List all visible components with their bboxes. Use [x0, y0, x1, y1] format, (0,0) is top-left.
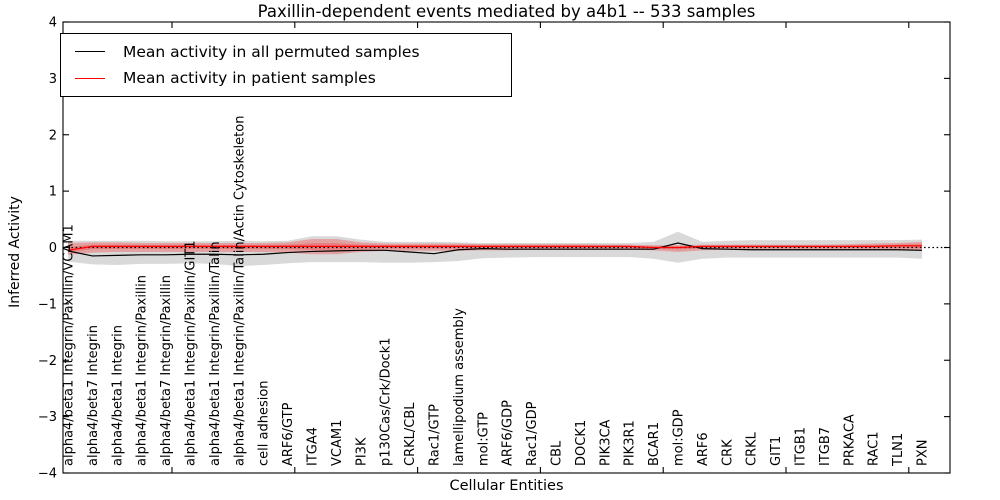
category-label: lamellipodium assembly: [452, 308, 467, 466]
category-label: alpha4/beta1 Integrin/Paxillin/Talin: [208, 241, 223, 466]
legend: Mean activity in all permuted samples Me…: [60, 33, 512, 97]
legend-item-patient: Mean activity in patient samples: [75, 69, 511, 87]
category-label: TLN1: [891, 433, 906, 467]
x-axis-label: Cellular Entities: [449, 478, 564, 494]
category-label: DOCK1: [574, 420, 589, 466]
category-label: PIK3R1: [623, 420, 638, 466]
category-label: mol:GDP: [672, 409, 687, 466]
category-label: CBL: [550, 440, 565, 466]
y-tick-label: −1: [38, 297, 57, 312]
y-axis-label: Inferred Activity: [7, 196, 23, 308]
y-tick-label: −3: [38, 410, 57, 425]
category-label: Rac1/GTP: [428, 404, 443, 466]
category-label: alpha4/beta1 Integrin/Paxillin: [135, 275, 150, 466]
category-label: alpha4/beta1 Integrin: [110, 325, 125, 466]
chart-title: Paxillin-dependent events mediated by a4…: [257, 2, 756, 21]
category-label: PIK3CA: [598, 419, 613, 466]
y-tick-label: 2: [49, 128, 57, 143]
category-label: CRKL: [745, 431, 760, 466]
category-label: CRKL/CBL: [403, 402, 418, 466]
permuted-mean-line: [67, 242, 923, 257]
legend-label-patient: Mean activity in patient samples: [123, 69, 376, 88]
category-label: alpha4/beta7 Integrin: [86, 325, 101, 466]
category-label: ITGB7: [818, 427, 833, 466]
category-label: ARF6: [696, 432, 711, 466]
y-tick-label: −2: [38, 354, 57, 369]
category-label: ITGA4: [306, 427, 321, 466]
legend-line-permuted-icon: [75, 51, 105, 53]
y-tick-labels: −4 −3 −2 −1 0 1 2 3 4: [38, 16, 57, 482]
category-label: RAC1: [867, 431, 882, 466]
category-label: CRK: [720, 439, 735, 466]
legend-label-permuted: Mean activity in all permuted samples: [123, 42, 420, 61]
category-label: PRKACA: [842, 414, 857, 466]
category-label: cell adhesion: [257, 380, 272, 466]
category-label: ITGB1: [794, 427, 809, 466]
category-label: alpha4/beta1 Integrin/Paxillin/Talin/Act…: [232, 116, 247, 466]
legend-item-permuted: Mean activity in all permuted samples: [75, 43, 511, 61]
series-lines: [67, 242, 923, 257]
category-label: PXN: [916, 440, 931, 466]
patient-band-inner: [68, 243, 922, 253]
y-tick-label: 1: [49, 185, 57, 200]
category-label: p130Cas/Crk/Dock1: [379, 337, 394, 466]
category-label: mol:GTP: [476, 412, 491, 466]
x-category-labels: alpha4/beta1 Integrin/Paxillin/VCAM1 alph…: [62, 116, 931, 467]
axis-ticks: [63, 21, 950, 474]
category-label: alpha4/beta1 Integrin/Paxillin/GIT1: [184, 240, 199, 466]
category-label: BCAR1: [647, 422, 662, 466]
category-label: alpha4/beta7 Integrin/Paxillin: [159, 275, 174, 466]
category-label: VCAM1: [330, 420, 345, 466]
category-label: PI3K: [354, 437, 369, 466]
category-label: ARF6/GDP: [501, 400, 516, 466]
category-label: ARF6/GTP: [281, 402, 296, 466]
legend-line-patient-icon: [75, 77, 105, 79]
y-tick-label: 4: [49, 16, 57, 31]
category-label: GIT1: [769, 436, 784, 466]
patient-mean-line: [67, 245, 922, 251]
y-tick-label: 0: [49, 241, 57, 256]
category-label: alpha4/beta1 Integrin/Paxillin/VCAM1: [62, 224, 77, 466]
category-label: Rac1/GDP: [525, 401, 540, 466]
y-tick-label: −4: [38, 467, 57, 482]
y-tick-label: 3: [49, 72, 57, 87]
